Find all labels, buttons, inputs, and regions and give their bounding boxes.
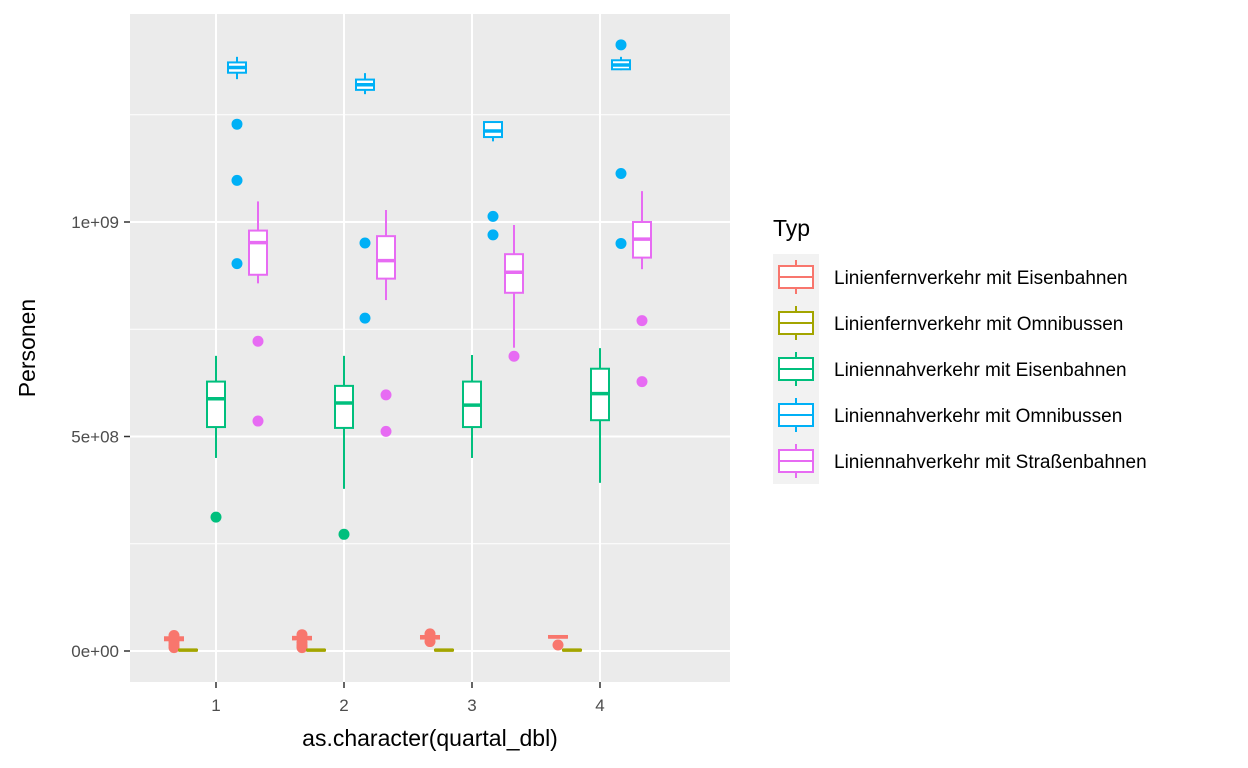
legend-item-1: Linienfernverkehr mit Eisenbahnen — [773, 254, 1128, 300]
boxplot-5-3 — [504, 225, 524, 362]
box — [334, 384, 354, 429]
plot-panel — [130, 14, 730, 682]
legend-label: Linienfernverkehr mit Omnibussen — [834, 314, 1123, 335]
legend-label: Liniennahverkehr mit Straßenbahnen — [834, 452, 1147, 473]
x-axis: 1 2 3 4 — [211, 682, 605, 715]
boxplot-3-3 — [462, 354, 482, 458]
outlier-point — [168, 630, 180, 642]
boxplot-4-2 — [355, 73, 375, 324]
outlier-point — [210, 511, 222, 523]
grid-lines — [130, 14, 730, 682]
boxplot-2-1 — [178, 648, 198, 652]
boxplot-1-4 — [548, 634, 568, 651]
outlier-point — [231, 118, 243, 130]
y-tick-label: 1e+09 — [71, 213, 119, 232]
y-tick-label: 0e+00 — [71, 642, 119, 661]
box — [206, 380, 226, 429]
legend-item-3: Liniennahverkehr mit Eisenbahnen — [773, 346, 1127, 392]
legend-item-4: Liniennahverkehr mit Omnibussen — [773, 392, 1122, 438]
boxplot-3-2 — [334, 355, 354, 540]
outlier-point — [424, 628, 436, 640]
boxplot-3-4 — [590, 348, 610, 483]
x-axis-title: as.character(quartal_dbl) — [302, 725, 558, 751]
outlier-point — [636, 315, 648, 327]
outlier-point — [424, 636, 436, 648]
boxplot-4-1 — [227, 56, 247, 270]
boxplot-5-4 — [632, 191, 652, 388]
outlier-point — [487, 210, 499, 222]
outlier-point — [231, 258, 243, 270]
legend-label: Linienfernverkehr mit Eisenbahnen — [834, 268, 1128, 289]
x-tick-label: 1 — [211, 696, 220, 715]
outlier-point — [380, 389, 392, 401]
outlier-point — [636, 376, 648, 388]
outlier-point — [615, 168, 627, 180]
box — [376, 235, 396, 280]
legend-item-5: Liniennahverkehr mit Straßenbahnen — [773, 438, 1147, 484]
x-tick-label: 2 — [339, 696, 348, 715]
legend-title: Typ — [773, 215, 810, 241]
y-tick-label: 5e+08 — [71, 428, 119, 447]
outlier-point — [487, 229, 499, 241]
y-axis-title: Personen — [14, 299, 40, 397]
boxplot-2-3 — [434, 648, 454, 652]
box-marks — [164, 39, 652, 654]
outlier-point — [252, 335, 264, 347]
outlier-point — [359, 312, 371, 324]
legend-item-2: Linienfernverkehr mit Omnibussen — [773, 300, 1123, 346]
boxplot-3-1 — [206, 355, 226, 523]
outlier-point — [338, 528, 350, 540]
outlier-point — [508, 350, 520, 362]
boxplot-1-2 — [292, 629, 312, 654]
box — [248, 229, 268, 276]
outlier-point — [615, 39, 627, 51]
outlier-point — [296, 629, 308, 641]
outlier-point — [552, 639, 564, 651]
legend-label: Liniennahverkehr mit Omnibussen — [834, 406, 1122, 427]
boxplot-5-2 — [376, 209, 396, 437]
boxplot-4-4 — [611, 39, 631, 249]
boxplot-2-2 — [306, 648, 326, 652]
outlier-point — [615, 237, 627, 249]
outlier-point — [252, 415, 264, 427]
boxplot-5-1 — [248, 201, 268, 427]
boxplot-2-4 — [562, 648, 582, 652]
outlier-point — [296, 636, 308, 648]
x-tick-label: 3 — [467, 696, 476, 715]
boxplot-4-3 — [483, 121, 503, 241]
outlier-point — [359, 237, 371, 249]
outlier-point — [380, 425, 392, 437]
x-tick-label: 4 — [595, 696, 604, 715]
outlier-point — [231, 174, 243, 186]
boxplot-1-1 — [164, 630, 184, 654]
legend: Typ Linienfernverkehr mit EisenbahnenLin… — [773, 215, 1147, 484]
y-axis: 0e+00 5e+08 1e+09 — [71, 213, 130, 661]
legend-label: Liniennahverkehr mit Eisenbahnen — [834, 360, 1127, 381]
legend-items: Linienfernverkehr mit Eisenbahnen Linienf… — [773, 254, 1147, 484]
boxplot-1-3 — [420, 628, 440, 648]
